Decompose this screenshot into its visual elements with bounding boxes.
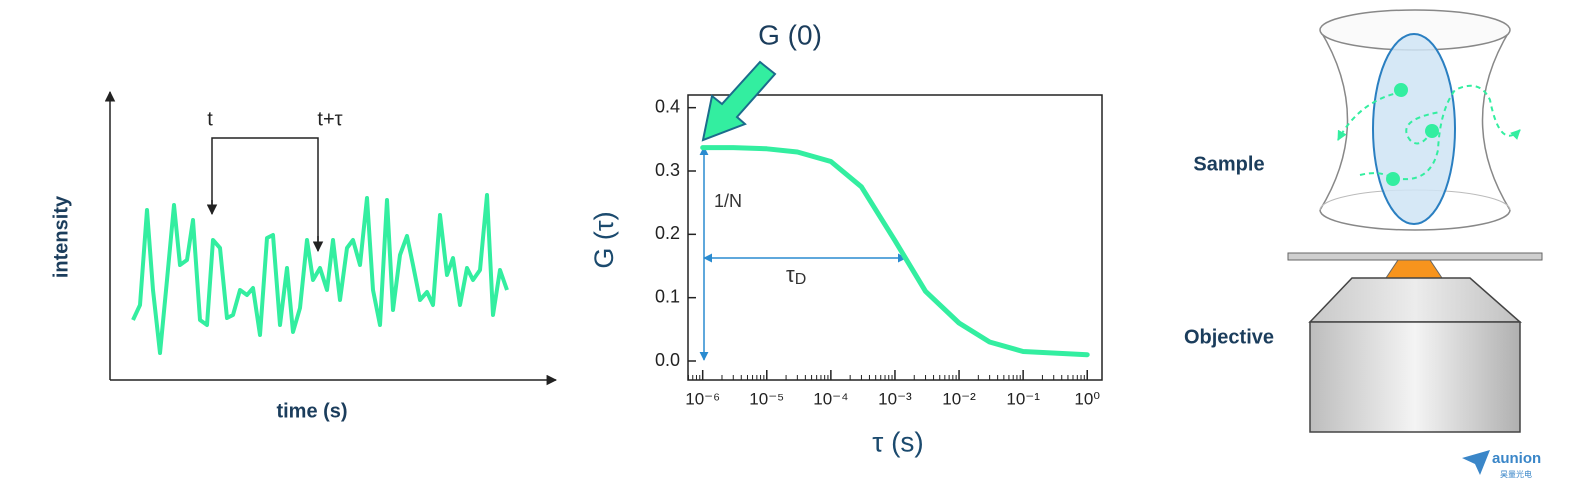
tau-d-label: τD [786, 262, 806, 288]
correlation-curve [700, 145, 1090, 358]
logo: aunion 昊量光电 [1462, 450, 1541, 479]
molecule [1386, 172, 1400, 186]
trace-panel: t t+τ intensity time (s) [50, 90, 558, 422]
y-axis-label: intensity [50, 195, 72, 278]
logo-subtitle: 昊量光电 [1500, 469, 1532, 479]
x-tick-label: 10⁻⁵ [749, 389, 784, 408]
logo-icon [1462, 450, 1490, 475]
tau-symbol: τ [786, 262, 795, 287]
y-tick-label: 0.3 [655, 160, 680, 180]
g0-label: G (0) [758, 19, 822, 50]
diffusion-path [1393, 84, 1521, 181]
y-tick-label: 0.0 [655, 350, 680, 370]
y-tick-label: 0.2 [655, 223, 680, 243]
objective-label: Objective [1184, 326, 1274, 348]
tau-subscript: D [795, 271, 807, 288]
intensity-trace [131, 193, 509, 355]
objective-body [1309, 321, 1521, 433]
beam-waist [1319, 29, 1511, 211]
diffusion-path [1405, 111, 1441, 145]
beam-bottom [1319, 209, 1511, 231]
one-over-n-label: 1/N [714, 191, 742, 211]
x-tick-label: 10⁰ [1074, 389, 1100, 408]
focal-volume [1372, 33, 1456, 225]
correlation-chart: G (τ) τ (s) G (0) 1/N τD 0.0 0.1 0.2 0.3 0.4… [589, 19, 1103, 457]
lag-bracket [211, 137, 319, 250]
y-axis-label: G (τ) [589, 211, 619, 268]
sample-label: Sample [1193, 153, 1264, 175]
g0-arrow [701, 60, 777, 142]
x-axis-label: time (s) [276, 400, 347, 422]
immersion-oil [1385, 259, 1443, 279]
diffusion-path [1337, 91, 1403, 141]
x-tick-label: 10⁻² [942, 389, 976, 408]
t-tau-label: t+τ [317, 108, 342, 130]
objective-top [1308, 277, 1522, 323]
x-tick-label: 10⁻⁴ [813, 389, 848, 408]
coverslip [1287, 252, 1543, 261]
x-tick-label: 10⁻³ [878, 389, 912, 408]
molecule [1394, 83, 1408, 97]
x-tick-label: 10⁻¹ [1006, 389, 1040, 408]
t-label: t [207, 108, 213, 130]
y-tick-label: 0.1 [655, 286, 680, 306]
setup-panel: Sample Objective [1184, 9, 1543, 433]
x-axis-label: τ (s) [872, 426, 924, 457]
x-tick-label: 10⁻⁶ [685, 389, 720, 408]
logo-name: aunion [1492, 450, 1541, 467]
molecule [1425, 124, 1439, 138]
y-tick-label: 0.4 [655, 96, 680, 116]
